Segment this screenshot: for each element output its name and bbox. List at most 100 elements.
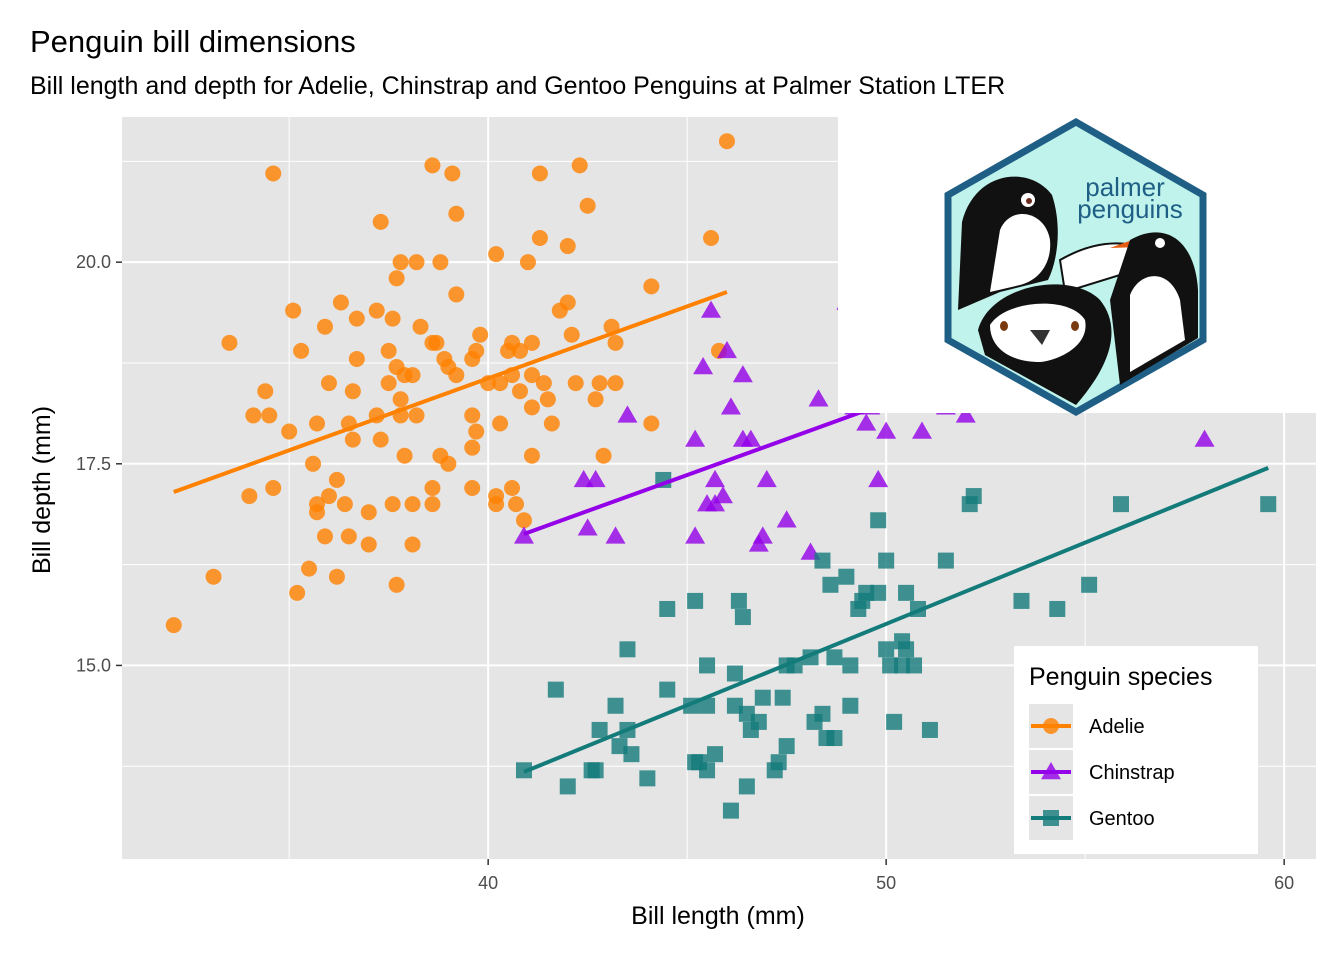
gentoo-point [687, 592, 704, 609]
chinstrap-point [701, 300, 722, 318]
adelie-point [289, 584, 306, 601]
adelie-point [360, 536, 377, 553]
adelie-point [245, 407, 262, 424]
x-axis-title: Bill length (mm) [631, 902, 805, 930]
adelie-point [320, 488, 337, 505]
chinstrap-point [776, 510, 797, 528]
adelie-point [392, 254, 409, 271]
adelie-point [316, 318, 333, 335]
chinstrap-point [685, 429, 706, 447]
adelie-point [221, 334, 238, 351]
gentoo-point [623, 746, 640, 763]
chinstrap-point [856, 413, 877, 431]
chinstrap-point [693, 357, 714, 375]
adelie-point [384, 310, 401, 327]
gentoo-point [619, 641, 636, 658]
gentoo-point [639, 770, 656, 787]
chinstrap-point [716, 340, 737, 359]
gentoo-point [870, 584, 887, 601]
gentoo-point [738, 778, 755, 795]
gentoo-point [774, 689, 791, 706]
adelie-point [360, 504, 377, 521]
adelie-point [523, 447, 540, 464]
x-tick-label: 40 [478, 873, 498, 893]
gentoo-point [898, 641, 915, 658]
adelie-point [424, 496, 441, 513]
adelie-point [257, 383, 274, 400]
gentoo-point [878, 641, 895, 658]
adelie-point [519, 254, 536, 271]
adelie-point [404, 367, 421, 384]
chinstrap-point [808, 389, 829, 407]
chinstrap-point [740, 429, 761, 447]
gentoo-point [870, 512, 887, 529]
adelie-point [205, 568, 222, 585]
gentoo-point [559, 778, 576, 795]
adelie-point [559, 238, 576, 255]
adelie-point [539, 391, 556, 408]
adelie-point [412, 318, 429, 335]
adelie-point [468, 423, 485, 440]
gentoo-point [814, 552, 831, 569]
x-tick-label: 60 [1274, 873, 1294, 893]
adelie-point [587, 391, 604, 408]
adelie-point [488, 246, 505, 263]
adelie-point [472, 326, 489, 343]
gentoo-point [1081, 576, 1098, 593]
adelie-point [380, 342, 397, 359]
legend-label: Adelie [1089, 716, 1145, 738]
adelie-point [340, 528, 357, 545]
adelie-point [408, 254, 425, 271]
adelie-point [432, 254, 449, 271]
gentoo-point [699, 762, 716, 779]
gentoo-point [734, 609, 751, 626]
adelie-point [293, 342, 310, 359]
legend-entry-chinstrap: Chinstrap [1029, 750, 1175, 794]
chinstrap-point [756, 469, 777, 488]
adelie-point [265, 480, 282, 496]
gentoo-point [826, 649, 843, 666]
adelie-point [309, 504, 326, 521]
adelie-point [424, 480, 441, 496]
legend-key-marker [1043, 718, 1059, 734]
gentoo-point [699, 657, 716, 674]
adelie-point [309, 415, 326, 432]
gentoo-point [1013, 592, 1030, 609]
adelie-point [241, 488, 258, 505]
adelie-point [523, 399, 540, 416]
x-axis-ticks: 40 50 60 [478, 859, 1294, 893]
adelie-point [285, 302, 302, 319]
gentoo-point [838, 568, 855, 585]
penguin-illustration [958, 176, 1198, 405]
adelie-point [595, 447, 612, 464]
adelie-point [388, 576, 405, 593]
chinstrap-point [911, 421, 932, 439]
adelie-point [464, 439, 481, 456]
legend-title: Penguin species [1029, 663, 1212, 691]
gentoo-point [878, 552, 895, 569]
adelie-point [523, 367, 540, 384]
adelie-point [265, 165, 282, 182]
adelie-point [344, 383, 361, 400]
gentoo-point [842, 657, 859, 674]
adelie-point [396, 447, 413, 464]
adelie-point [464, 480, 481, 496]
logo-text-penguins: penguins [1077, 194, 1183, 224]
gentoo-trend-line [523, 465, 1269, 774]
adelie-point [523, 334, 540, 351]
gentoo-point [754, 689, 771, 706]
adelie-point [372, 431, 389, 448]
y-tick-label: 20.0 [76, 252, 111, 272]
gentoo-point [886, 713, 903, 730]
adelie-point [718, 133, 735, 150]
adelie-point [504, 480, 521, 496]
adelie-point [571, 157, 588, 174]
adelie-point [165, 617, 182, 634]
gentoo-point [659, 681, 676, 698]
gentoo-point [822, 576, 839, 593]
gentoo-point [587, 762, 604, 779]
adelie-point [643, 278, 660, 295]
adelie-point [444, 165, 461, 182]
gentoo-point [591, 721, 608, 738]
